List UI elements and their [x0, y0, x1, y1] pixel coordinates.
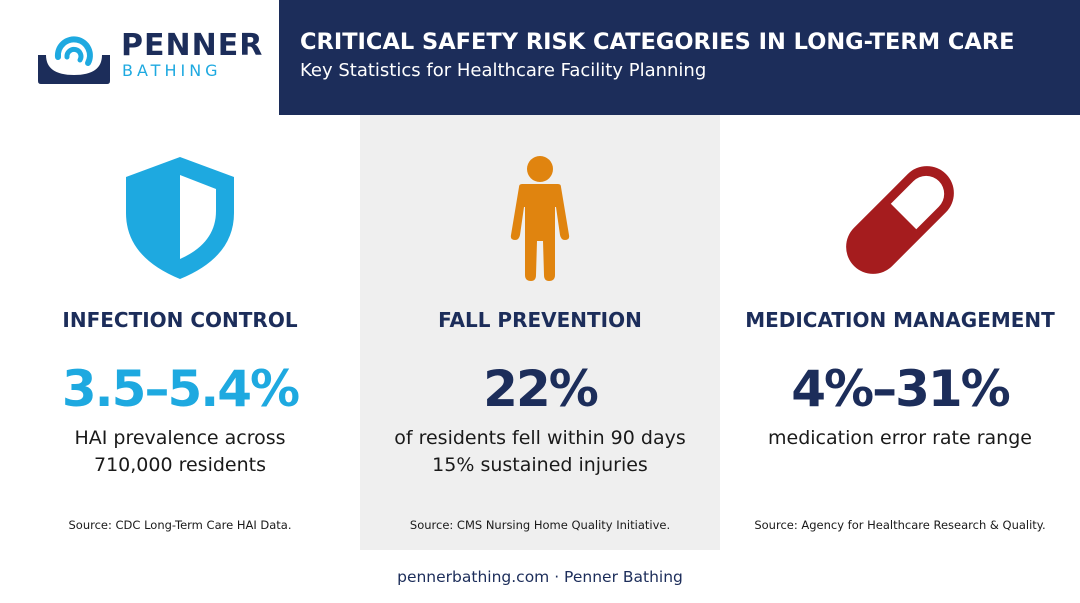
stat-description-line: medication error rate range [768, 427, 1032, 449]
category-title: INFECTION CONTROL [62, 308, 298, 332]
stat-description-line: 15% sustained injuries [432, 454, 648, 476]
stat-value: 4%–31% [791, 360, 1011, 418]
pill-icon [846, 166, 954, 274]
person-icon [510, 156, 570, 281]
source-note: Source: CMS Nursing Home Quality Initiat… [409, 518, 671, 532]
category-title: FALL PREVENTION [438, 308, 642, 332]
logo-wordmark-bottom: BATHING [122, 61, 222, 80]
category-medication-management: MEDICATION MANAGEMENT 4%–31% medication … [720, 115, 1080, 550]
page-subtitle: Key Statistics for Healthcare Facility P… [300, 60, 707, 81]
stat-value: 3.5–5.4% [61, 360, 300, 418]
logo: PENNER BATHING [0, 0, 279, 115]
category-infection-control: INFECTION CONTROL 3.5–5.4% HAI prevalenc… [0, 115, 360, 550]
header-banner: CRITICAL SAFETY RISK CATEGORIES IN LONG-… [279, 0, 1080, 115]
stat-description-line: 710,000 residents [93, 454, 266, 476]
shield-icon [126, 157, 234, 279]
footer-credit: pennerbathing.com · Penner Bathing [397, 568, 683, 586]
wave-logo-icon [38, 36, 110, 84]
stat-description-line: of residents fell within 90 days [394, 427, 686, 449]
stat-description: HAI prevalence across 710,000 residents [0, 425, 360, 479]
stat-description: of residents fell within 90 days 15% sus… [360, 425, 720, 479]
source-note: Source: CDC Long-Term Care HAI Data. [68, 518, 292, 532]
category-fall-prevention: FALL PREVENTION 22% of residents fell wi… [360, 115, 720, 550]
page-title: CRITICAL SAFETY RISK CATEGORIES IN LONG-… [300, 29, 1015, 55]
stat-description-line: HAI prevalence across [74, 427, 286, 449]
category-title: MEDICATION MANAGEMENT [745, 308, 1055, 332]
stat-description: medication error rate range [720, 425, 1080, 452]
source-note: Source: Agency for Healthcare Research &… [754, 518, 1046, 532]
logo-wordmark-top: PENNER [121, 28, 264, 63]
stat-value: 22% [483, 360, 599, 418]
